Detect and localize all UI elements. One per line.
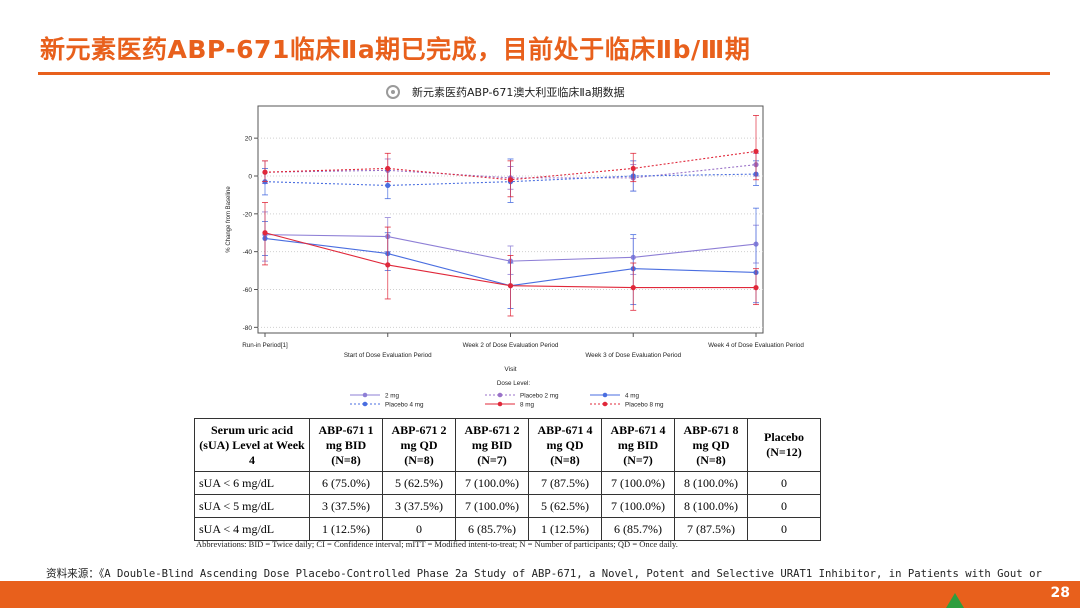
table-header: ABP-671 2 mg BID (N=7) bbox=[455, 418, 529, 472]
y-tick-label: 0 bbox=[248, 173, 252, 180]
table-header: ABP-671 4 mg BID (N=7) bbox=[601, 418, 675, 472]
table-cell: 0 bbox=[382, 517, 456, 541]
data-point bbox=[262, 169, 268, 175]
data-point bbox=[630, 285, 636, 291]
table-cell: 5 (62.5%) bbox=[382, 471, 456, 495]
table-header: Placebo (N=12) bbox=[747, 418, 821, 472]
legend-swatch-marker bbox=[362, 392, 368, 398]
legend-swatch-marker bbox=[602, 392, 608, 398]
series-placebo-8-mg bbox=[262, 115, 759, 198]
table-cell: 8 (100.0%) bbox=[674, 494, 748, 518]
y-tick-label: -20 bbox=[243, 211, 253, 218]
page-number: 28 bbox=[1050, 585, 1070, 601]
data-point bbox=[385, 182, 391, 189]
table-row: sUA < 4 mg/dL 1 (12.5%) 0 6 (85.7%) 1 (1… bbox=[194, 517, 821, 541]
table-cell: 6 (75.0%) bbox=[309, 471, 383, 495]
table-header: Serum uric acid (sUA) Level at Week 4 bbox=[194, 418, 310, 472]
table-cell: 0 bbox=[747, 471, 821, 495]
table-header: ABP-671 4 mg QD (N=8) bbox=[528, 418, 602, 472]
data-point bbox=[507, 177, 514, 183]
table-cell: sUA < 4 mg/dL bbox=[194, 517, 310, 541]
table-cell: 7 (100.0%) bbox=[455, 471, 529, 495]
y-tick-label: -60 bbox=[243, 287, 253, 294]
table-cell: 7 (100.0%) bbox=[601, 471, 675, 495]
legend-label: Placebo 2 mg bbox=[520, 392, 559, 399]
y-axis-label: % Change from Baseline bbox=[226, 186, 232, 253]
data-point bbox=[507, 283, 514, 289]
footer-bar: 28 bbox=[0, 581, 1080, 608]
table-cell: 7 (87.5%) bbox=[528, 471, 602, 495]
data-point bbox=[630, 165, 636, 172]
legend-label: 4 mg bbox=[625, 392, 639, 399]
series-8-mg bbox=[262, 202, 759, 317]
table-cell: sUA < 6 mg/dL bbox=[194, 471, 310, 495]
table-cell: sUA < 5 mg/dL bbox=[194, 494, 310, 518]
chart-title: 新元素医药ABP-671澳大利亚临床Ⅱa期数据 bbox=[412, 86, 625, 99]
company-logo-icon bbox=[946, 593, 964, 608]
radio-circle-icon bbox=[386, 85, 400, 99]
legend-title: Dose Level: bbox=[497, 380, 531, 387]
x-tick-label: Week 3 of Dose Evaluation Period bbox=[585, 352, 681, 359]
slide-title: 新元素医药ABP-671临床Ⅱa期已完成，目前处于临床Ⅱb/Ⅲ期 bbox=[40, 35, 751, 64]
data-point bbox=[385, 262, 391, 268]
table-cell: 3 (37.5%) bbox=[382, 494, 456, 518]
chart-title-row: 新元素医药ABP-671澳大利亚临床Ⅱa期数据 bbox=[386, 82, 625, 102]
line-chart: 20 0 -20 -40 -60 -80 Run-in Period[1] Start of … bbox=[226, 105, 804, 408]
legend-swatch-marker bbox=[497, 401, 503, 407]
legend-label: 2 mg bbox=[385, 392, 399, 399]
legend-swatch-marker bbox=[602, 401, 608, 407]
table-header: ABP-671 2 mg QD (N=8) bbox=[382, 418, 456, 472]
data-point bbox=[262, 230, 268, 236]
table-cell: 7 (87.5%) bbox=[674, 517, 748, 541]
table-cell: 6 (85.7%) bbox=[455, 517, 529, 541]
table-header: ABP-671 1 mg BID (N=8) bbox=[309, 418, 383, 472]
y-tick-label: -80 bbox=[243, 325, 253, 332]
table-cell: 1 (12.5%) bbox=[528, 517, 602, 541]
y-tick-label: -40 bbox=[243, 249, 253, 256]
table-cell: 0 bbox=[747, 517, 821, 541]
series-line bbox=[264, 150, 757, 181]
table-header-row: Serum uric acid (sUA) Level at Week 4 AB… bbox=[194, 418, 821, 472]
legend-label: Placebo 8 mg bbox=[625, 401, 664, 408]
legend-label: 8 mg bbox=[520, 401, 534, 408]
response-table: Serum uric acid (sUA) Level at Week 4 AB… bbox=[194, 418, 821, 541]
table-cell: 5 (62.5%) bbox=[528, 494, 602, 518]
table-header: ABP-671 8 mg QD (N=8) bbox=[674, 418, 748, 472]
table-cell: 0 bbox=[747, 494, 821, 518]
table-row: sUA < 6 mg/dL 6 (75.0%) 5 (62.5%) 7 (100… bbox=[194, 471, 821, 495]
y-tick-label: 20 bbox=[245, 136, 253, 143]
table-cell: 8 (100.0%) bbox=[674, 471, 748, 495]
x-tick-label: Week 2 of Dose Evaluation Period bbox=[463, 342, 559, 349]
table-cell: 6 (85.7%) bbox=[601, 517, 675, 541]
x-axis-label: Visit bbox=[504, 366, 516, 373]
table-row: sUA < 5 mg/dL 3 (37.5%) 3 (37.5%) 7 (100… bbox=[194, 494, 821, 518]
x-tick-label: Start of Dose Evaluation Period bbox=[344, 352, 432, 359]
table-cell: 7 (100.0%) bbox=[455, 494, 529, 518]
legend-swatch-marker bbox=[362, 401, 368, 407]
legend-swatch-marker bbox=[497, 392, 503, 398]
legend-label: Placebo 4 mg bbox=[385, 401, 424, 408]
table-abbreviations: Abbreviations: BID = Twice daily; CI = C… bbox=[196, 539, 678, 549]
data-point bbox=[753, 148, 759, 154]
table-cell: 3 (37.5%) bbox=[309, 494, 383, 518]
title-divider bbox=[38, 72, 1050, 75]
x-tick-label: Week 4 of Dose Evaluation Period bbox=[708, 342, 804, 349]
table-cell: 7 (100.0%) bbox=[601, 494, 675, 518]
data-point bbox=[385, 165, 391, 172]
data-point bbox=[753, 285, 759, 291]
table-cell: 1 (12.5%) bbox=[309, 517, 383, 541]
x-tick-label: Run-in Period[1] bbox=[242, 342, 288, 349]
